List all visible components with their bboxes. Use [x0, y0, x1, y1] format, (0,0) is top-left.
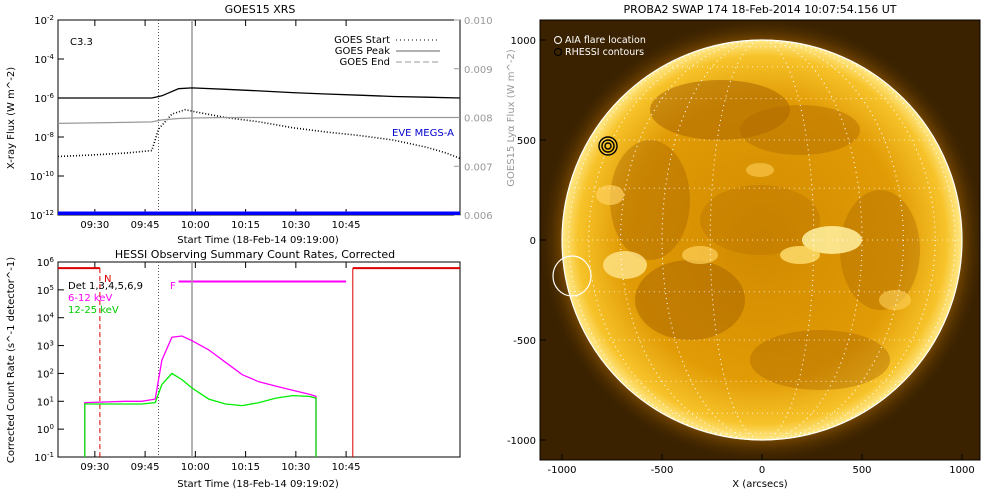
swap-y-tick-label: -500: [513, 336, 536, 347]
rhessi-legend-symbol: [554, 48, 562, 56]
hessi-legend-12-25: 12-25 keV: [68, 305, 119, 316]
goes-series-1: [58, 108, 460, 160]
goes-x-label: Start Time (18-Feb-14 09:19:00): [177, 235, 339, 246]
goes-y2-tick-label: 0.007: [464, 162, 493, 173]
goes-legend-start: GOES Start: [334, 35, 390, 46]
goes-x-tick-label: 09:45: [131, 220, 160, 231]
hessi-legend-6-12: 6-12 keV: [68, 293, 112, 304]
goes-flare-class: C3.3: [70, 37, 93, 48]
swap-x-tick-label: -1000: [547, 465, 576, 476]
grid-longitude-line: [661, 39, 863, 441]
goes-y2-tick-label: 0.006: [464, 211, 493, 222]
swap-axes: -1000 -500 0 500 1000 1000 500 0 -500 -1000: [507, 36, 975, 476]
goes-title: GOES15 XRS: [225, 3, 296, 16]
hessi-x-tick-label: 09:45: [131, 462, 160, 473]
aia-legend-label: AIA flare location: [565, 35, 646, 46]
goes-xrs-panel: GOES15 XRS 09:30 09:45 10:00 10:15 10:30 10:4…: [6, 3, 517, 246]
hessi-flare-marker: F: [170, 281, 176, 292]
rhessi-contours: [598, 136, 618, 156]
goes-y2-tick-label: 0.008: [464, 114, 493, 125]
goes-x-tick-label: 10:30: [281, 220, 310, 231]
hessi-x-label: Start Time (18-Feb-14 09:19:02): [177, 479, 339, 490]
limb-outline: [561, 39, 963, 441]
hessi-y-tick-label: 104: [37, 312, 55, 325]
hessi-night-marker: N: [104, 274, 111, 285]
swap-image: AIA flare location RHESSI contours: [540, 20, 980, 460]
swap-y-tick-label: 1000: [511, 36, 536, 47]
swap-y-tick-label: 500: [517, 136, 536, 147]
hessi-y-tick-label: 106: [37, 256, 55, 269]
goes-x-tick-label: 10:00: [181, 220, 210, 231]
hessi-y-tick-label: 100: [37, 423, 54, 436]
goes-y2-tick-label: 0.010: [464, 16, 493, 27]
swap-image-panel: PROBA2 SWAP 174 18-Feb-2014 10:07:54.156…: [507, 3, 981, 490]
goes-legend-peak: GOES Peak: [335, 46, 390, 57]
goes-series-2: [58, 116, 460, 125]
hessi-y-tick-label: 102: [37, 367, 54, 380]
goes-legend-end: GOES End: [340, 57, 390, 68]
goes-series-0: [58, 87, 460, 99]
goes-y-tick-label: 10-8: [34, 131, 54, 144]
swap-y-tick-label: -1000: [507, 436, 536, 447]
hessi-marks: 09:30 09:45 10:00 10:15 10:30 10:45 106 105 104 1…: [34, 256, 460, 473]
goes-y2-label: GOES15 Lyα Flux (W m^-2): [506, 49, 517, 187]
rhessi-legend-label: RHESSI contours: [565, 47, 644, 58]
goes-marks: 09:30 09:45 10:00 10:15 10:30 10:45 10-2 10-4 10…: [30, 14, 493, 231]
swap-x-label: X (arcsecs): [732, 479, 788, 490]
goes-y-tick-label: 10-10: [30, 170, 54, 183]
swap-x-tick-label: 1000: [949, 465, 974, 476]
grid-longitude-line: [568, 39, 956, 441]
hessi-plot-frame: [57, 261, 461, 458]
goes-series-group: [58, 20, 460, 215]
goes-y-tick-label: 10-6: [34, 92, 54, 105]
swap-x-tick-label: 500: [852, 465, 871, 476]
goes-eve-annotation: EVE MEGS-A: [392, 128, 454, 139]
hessi-series-group: [58, 262, 460, 457]
hessi-x-tick-label: 10:30: [281, 462, 310, 473]
hessi-x-tick-label: 10:00: [181, 462, 210, 473]
goes-x-tick-label: 10:15: [231, 220, 260, 231]
aia-legend-symbol: [554, 36, 562, 44]
hessi-series-0: [84, 335, 317, 457]
goes-x-tick-label: 10:45: [332, 220, 361, 231]
hessi-title: HESSI Observing Summary Count Rates, Cor…: [115, 248, 395, 261]
goes-y-label: X-ray Flux (W m^-2): [6, 67, 17, 169]
hessi-y-tick-label: 101: [37, 395, 54, 408]
swap-title: PROBA2 SWAP 174 18-Feb-2014 10:07:54.156…: [624, 3, 897, 16]
hessi-legend-detectors: Det 1,3,4,5,6,9: [68, 281, 143, 292]
hessi-panel: HESSI Observing Summary Count Rates, Cor…: [6, 248, 461, 490]
swap-x-tick-label: -500: [651, 465, 674, 476]
goes-y-tick-label: 10-12: [30, 209, 54, 222]
hessi-x-tick-label: 10:45: [332, 462, 361, 473]
hessi-series-1: [84, 372, 317, 457]
hessi-x-tick-label: 09:30: [80, 462, 109, 473]
hessi-x-tick-label: 10:15: [231, 462, 260, 473]
swap-y-tick-label: 0: [530, 236, 536, 247]
hessi-y-tick-label: 10-1: [34, 451, 54, 464]
swap-x-tick-label: 0: [759, 465, 765, 476]
goes-y2-tick-label: 0.009: [464, 65, 493, 76]
goes-y-tick-label: 10-2: [34, 14, 54, 27]
aia-flare-marker: [552, 255, 592, 297]
hessi-y-label: Corrected Count Rate (s^-1 detector^-1): [6, 257, 17, 463]
goes-x-tick-label: 09:30: [80, 220, 109, 231]
hessi-y-tick-label: 105: [37, 284, 54, 297]
goes-y-tick-label: 10-4: [34, 53, 54, 66]
hessi-y-tick-label: 103: [37, 340, 54, 353]
